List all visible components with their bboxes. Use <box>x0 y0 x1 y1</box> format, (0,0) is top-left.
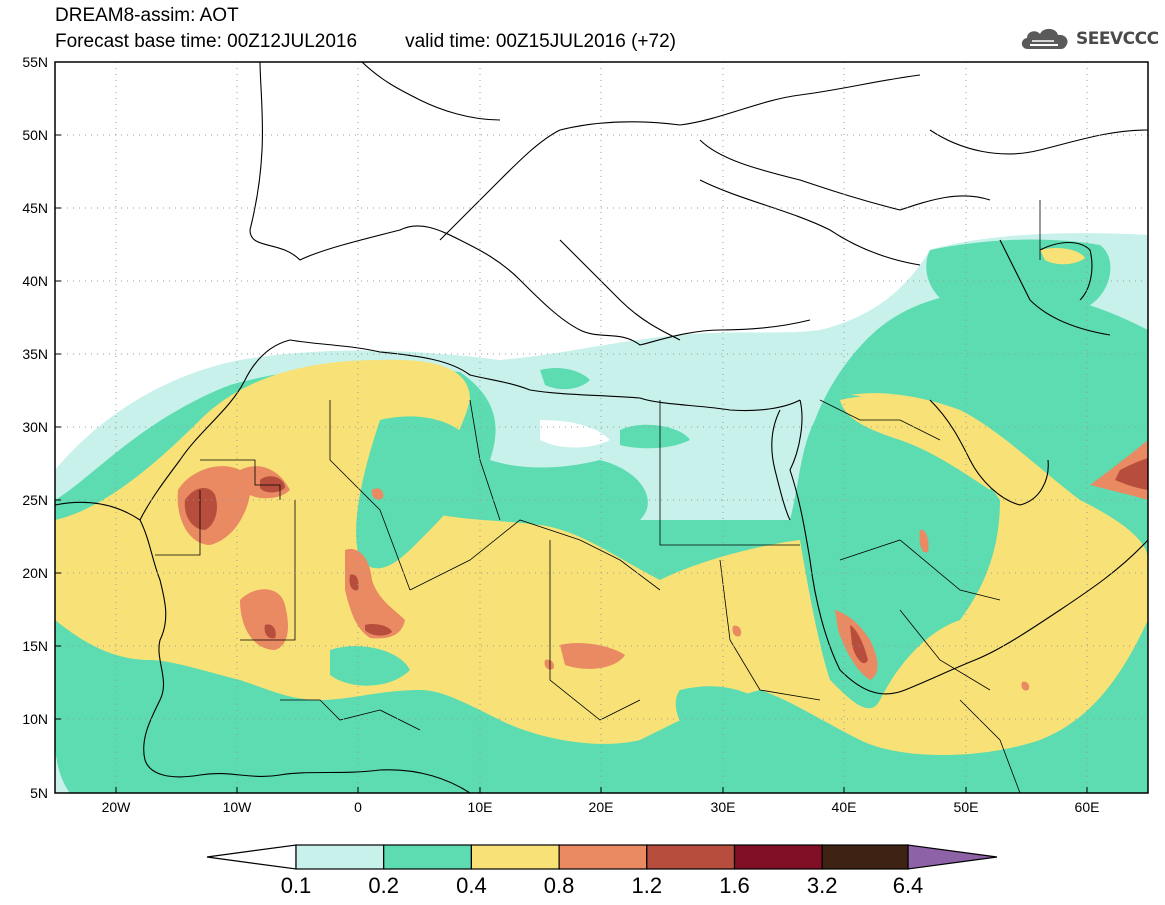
axis-ticks <box>55 61 1088 794</box>
lon-label-10w: 10W <box>223 799 253 815</box>
base-time: Forecast base time: 00Z12JUL2016 <box>55 31 358 52</box>
lon-label-20w: 20W <box>102 799 132 815</box>
colorbar-swatch-2 <box>383 844 473 870</box>
lat-label-5n: 5N <box>30 785 48 801</box>
lat-label-55n: 55N <box>22 54 48 70</box>
colorbar-label-3-2: 3.2 <box>807 873 838 898</box>
colorbar-swatch-4 <box>558 844 648 870</box>
lat-label-15n: 15N <box>22 638 48 654</box>
lon-label-40e: 40E <box>832 799 857 815</box>
lat-label-40n: 40N <box>22 273 48 289</box>
country-borders <box>155 200 1041 793</box>
lat-label-35n: 35N <box>22 346 48 362</box>
colorbar-swatch-1 <box>295 844 385 870</box>
colorbar: 0.1 0.2 0.4 0.8 1.2 1.6 3.2 6.4 <box>206 844 998 898</box>
lon-label-30e: 30E <box>711 799 736 815</box>
colorbar-label-0-4: 0.4 <box>456 873 487 898</box>
aot-band-0-4 <box>55 359 1148 755</box>
coastlines <box>55 62 1148 793</box>
graticule <box>55 62 1148 793</box>
colorbar-swatch-7 <box>821 844 909 870</box>
lon-label-60e: 60E <box>1075 799 1100 815</box>
colorbar-label-6-4: 6.4 <box>893 873 924 898</box>
aot-band-1-2 <box>184 488 217 530</box>
lat-label-10n: 10N <box>22 711 48 727</box>
colorbar-under-arrow <box>206 844 297 870</box>
colorbar-label-1-2: 1.2 <box>632 873 663 898</box>
cloud-logo-icon <box>1021 28 1068 49</box>
lat-label-30n: 30N <box>22 419 48 435</box>
lon-label-20e: 20E <box>589 799 614 815</box>
seevccc-logo: SEEVCCC <box>1018 24 1159 54</box>
valid-time: valid time: 00Z15JUL2016 (+72) <box>405 31 676 52</box>
colorbar-label-0-1: 0.1 <box>281 873 312 898</box>
colorbar-swatch-5 <box>646 844 736 870</box>
forecast-times: Forecast base time: 00Z12JUL2016 valid ti… <box>55 31 676 53</box>
map-title: DREAM8-assim: AOT <box>55 5 239 26</box>
lon-label-10e: 10E <box>468 799 493 815</box>
colorbar-over-arrow <box>907 844 998 870</box>
colorbar-label-0-8: 0.8 <box>544 873 575 898</box>
lat-label-20n: 20N <box>22 565 48 581</box>
lat-label-25n: 25N <box>22 492 48 508</box>
lon-label-0: 0 <box>354 799 362 815</box>
lon-label-50e: 50E <box>954 799 979 815</box>
colorbar-label-1-6: 1.6 <box>719 873 750 898</box>
colorbar-label-0-2: 0.2 <box>368 873 399 898</box>
aot-field <box>55 62 1148 793</box>
lat-label-45n: 45N <box>22 200 48 216</box>
logo-text: SEEVCCC <box>1076 29 1159 49</box>
colorbar-swatch-6 <box>733 844 823 870</box>
lat-label-50n: 50N <box>22 127 48 143</box>
colorbar-swatch-3 <box>470 844 560 870</box>
